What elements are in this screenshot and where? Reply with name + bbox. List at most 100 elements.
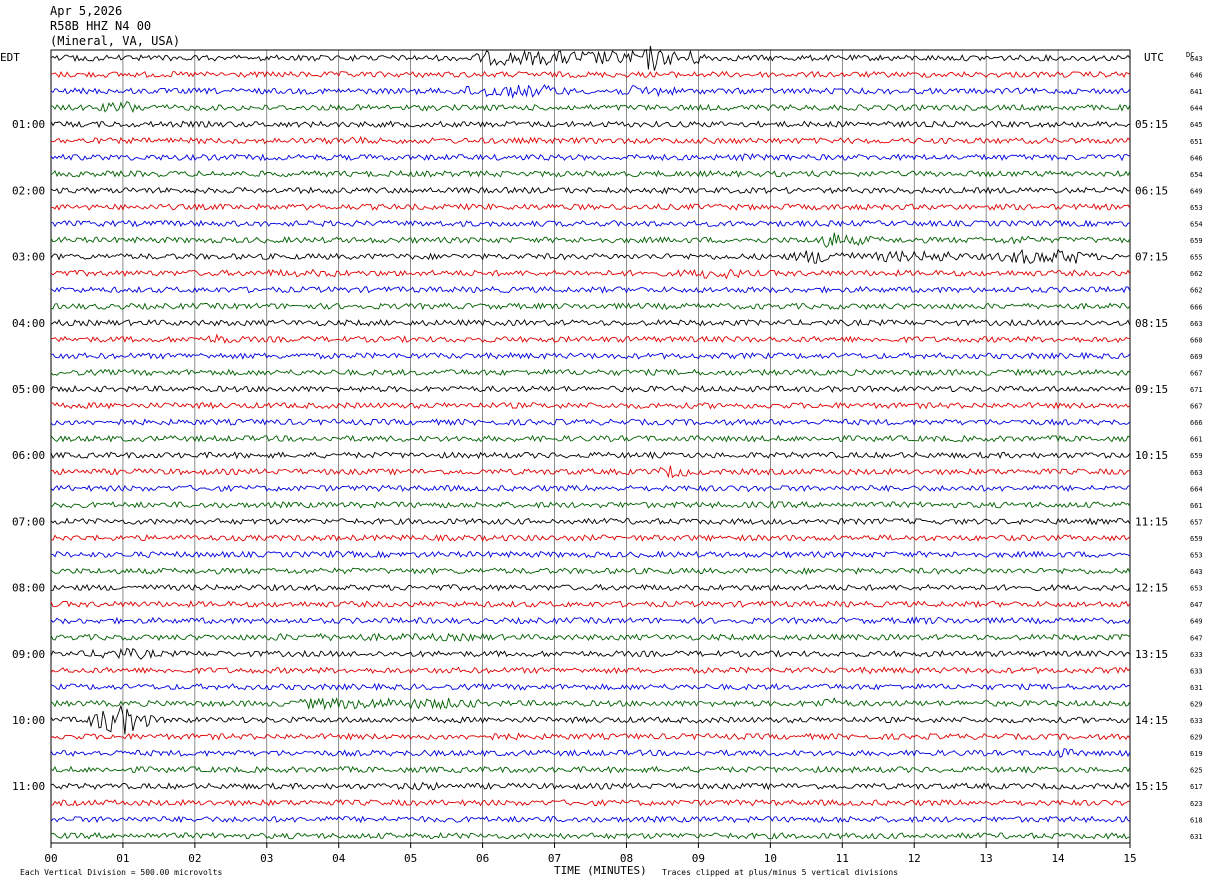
seismic-trace [50, 616, 1131, 626]
dc-offset-value: 629 [1190, 700, 1203, 708]
dc-offset-value: 649 [1190, 618, 1203, 626]
seismic-trace [50, 500, 1131, 509]
seismic-trace [50, 285, 1131, 294]
seismic-trace [50, 84, 1131, 99]
right-time-label: 08:15 [1135, 317, 1168, 330]
right-time-label: 12:15 [1135, 582, 1168, 595]
seismic-trace [51, 202, 1131, 211]
right-time-label: 06:15 [1135, 184, 1168, 197]
seismic-trace [50, 120, 1131, 129]
vertical-division-note: Each Vertical Division = 500.00 microvol… [20, 868, 222, 877]
right-time-label: 05:15 [1135, 118, 1168, 131]
dc-offset-value: 667 [1190, 403, 1203, 411]
seismic-trace [50, 533, 1131, 543]
x-tick-label: 15 [1123, 852, 1136, 865]
x-tick-label: 08 [620, 852, 633, 865]
left-time-label: 08:00 [12, 582, 45, 595]
utc-label: UTC [1144, 51, 1164, 64]
seismic-trace [50, 765, 1131, 774]
dc-offset-value: 659 [1190, 237, 1203, 245]
dc-offset-value: 664 [1190, 485, 1203, 493]
seismic-trace [50, 70, 1131, 79]
right-time-label: 13:15 [1135, 648, 1168, 661]
dc-offset-value: 651 [1190, 138, 1203, 146]
dc-offset-value: 662 [1190, 270, 1203, 278]
dc-offset-value: 671 [1190, 386, 1203, 394]
x-tick-label: 14 [1051, 852, 1065, 865]
dc-offset-value: 619 [1190, 750, 1203, 758]
right-time-label: 15:15 [1135, 780, 1168, 793]
dc-offset-value: 663 [1190, 469, 1203, 477]
dc-offset-value: 667 [1190, 369, 1203, 377]
seismic-trace [50, 135, 1131, 145]
seismic-trace [50, 632, 1131, 642]
seismic-trace [50, 384, 1131, 394]
dc-offset-value: 646 [1190, 154, 1203, 162]
dc-offset-value: 661 [1190, 436, 1203, 444]
right-time-label: 09:15 [1135, 383, 1168, 396]
seismic-trace [50, 682, 1131, 692]
dc-offset-value: 643 [1190, 568, 1203, 576]
seismic-trace [50, 517, 1131, 526]
dc-offset-value: 645 [1190, 121, 1203, 129]
seismic-trace [50, 268, 1131, 280]
dc-offset-value: 659 [1190, 452, 1203, 460]
seismic-trace [50, 798, 1131, 807]
x-tick-label: 01 [116, 852, 129, 865]
right-time-label: 10:15 [1135, 449, 1168, 462]
x-tick-label: 02 [188, 852, 201, 865]
x-tick-label: 03 [260, 852, 273, 865]
seismic-trace [50, 302, 1131, 311]
left-time-label: 04:00 [12, 317, 45, 330]
dc-offset-value: 661 [1190, 502, 1203, 510]
dc-offset-value: 653 [1190, 552, 1203, 560]
dc-offset-value: 633 [1190, 717, 1203, 725]
x-tick-label: 04 [332, 852, 346, 865]
station-code: R58B HHZ N4 00 [50, 19, 152, 33]
left-time-label: 02:00 [12, 184, 45, 197]
x-tick-label: 05 [404, 852, 417, 865]
seismic-trace [50, 232, 1131, 248]
left-time-label: 05:00 [12, 383, 45, 396]
right-time-label: 14:15 [1135, 714, 1168, 727]
seismic-trace [50, 732, 1131, 741]
clipping-note: Traces clipped at plus/minus 5 vertical … [662, 868, 898, 877]
dc-offset-value: 631 [1190, 684, 1203, 692]
dc-offset-value: 653 [1190, 585, 1203, 593]
dc-offset-value: 631 [1190, 833, 1203, 841]
seismic-trace [50, 465, 1131, 479]
x-tick-label: 12 [908, 852, 921, 865]
dc-offset-value: 646 [1190, 72, 1203, 80]
seismic-trace [50, 401, 1131, 410]
dc-offset-value: 633 [1190, 651, 1203, 659]
dc-offset-value: 625 [1190, 767, 1203, 775]
seismic-trace [50, 248, 1131, 264]
dc-offset-value: 666 [1190, 419, 1203, 427]
dc-offset-value: 663 [1190, 320, 1203, 328]
plot-frame [50, 49, 1131, 844]
dc-offset-value: 641 [1190, 88, 1203, 96]
x-tick-label: 09 [692, 852, 705, 865]
dc-label: DC [1186, 51, 1194, 59]
seismic-trace [50, 368, 1131, 377]
seismic-trace [50, 186, 1130, 195]
seismic-trace [50, 318, 1131, 327]
left-time-label: 06:00 [12, 449, 45, 462]
right-time-label: 07:15 [1135, 251, 1168, 264]
dc-offset-value: 647 [1190, 634, 1203, 642]
x-axis-label: TIME (MINUTES) [554, 864, 647, 877]
dc-offset-value: 647 [1190, 601, 1203, 609]
seismic-trace [50, 152, 1131, 162]
x-tick-label: 06 [476, 852, 489, 865]
seismic-trace [50, 583, 1131, 592]
seismic-trace [50, 600, 1131, 609]
seismic-trace [50, 748, 1131, 758]
seismic-trace [50, 333, 1131, 344]
seismic-trace [50, 704, 1131, 735]
seismic-trace [51, 219, 1131, 228]
dc-offset-value: 655 [1190, 254, 1203, 262]
x-tick-label: 00 [44, 852, 57, 865]
seismic-trace [50, 550, 1131, 559]
dc-offset-value: 653 [1190, 204, 1203, 212]
